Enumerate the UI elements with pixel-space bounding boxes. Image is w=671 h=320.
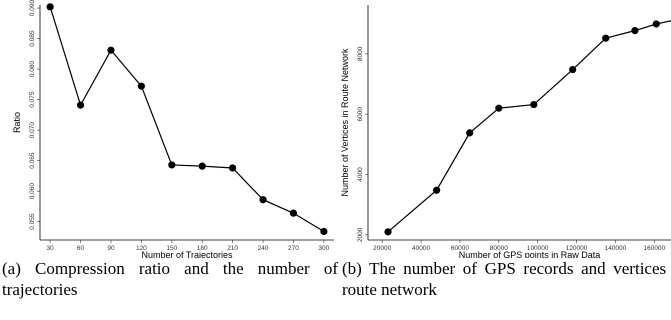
data-point <box>46 3 54 11</box>
x-tick-label: 240 <box>258 245 269 252</box>
y-tick-label: 0.055 <box>29 213 36 230</box>
data-point <box>631 27 639 35</box>
series-line <box>49 6 325 232</box>
x-tick-label: 90 <box>107 245 115 252</box>
x-axis-title: Number of Trajectories <box>141 250 233 258</box>
x-tick-label: 30 <box>47 245 55 252</box>
x-tick-label: 300 <box>318 245 329 252</box>
y-tick-label: 0.060 <box>29 183 36 200</box>
data-point <box>495 104 503 112</box>
data-point <box>289 209 298 217</box>
y-tick-label: 8000 <box>357 46 364 61</box>
data-point <box>433 186 441 194</box>
y-tick-label: 0.070 <box>29 122 36 139</box>
y-tick-label: 6000 <box>357 107 364 122</box>
x-tick-label: 270 <box>288 245 299 252</box>
x-tick-label: 150 <box>166 245 177 252</box>
x-tick-label: 60 <box>77 245 85 252</box>
x-tick-label: 20000 <box>373 245 391 252</box>
data-point <box>320 227 328 236</box>
data-point <box>229 164 237 172</box>
y-tick-label: 2000 <box>357 227 364 242</box>
x-tick-label: 120000 <box>566 245 588 252</box>
y-tick-label: 0.075 <box>29 91 36 108</box>
data-point <box>168 161 176 169</box>
series-line <box>387 20 671 233</box>
x-tick-label: 180 <box>197 245 208 252</box>
data-point <box>652 20 660 28</box>
y-tick-label: 0.065 <box>29 152 36 169</box>
data-point <box>530 100 538 109</box>
caption: (a) Compression ratio and the number of … <box>2 259 338 299</box>
chart-panel: 0.055 0.060 0.065 0.070 0.075 0.080 0.085 0.090… <box>12 0 334 260</box>
data-point <box>466 129 474 137</box>
data-point <box>198 162 206 170</box>
data-point <box>384 228 392 236</box>
x-tick-label: 80000 <box>490 245 508 252</box>
y-tick-label: 0.085 <box>29 30 36 47</box>
x-tick-label: 60000 <box>451 245 469 252</box>
data-point <box>602 34 610 42</box>
x-axis-title: Number of GPS points in Raw Data <box>459 250 601 258</box>
y-axis-title: Ratio <box>12 112 22 133</box>
y-axis-title: Number of Vertices in Route Network <box>340 48 350 197</box>
data-point <box>76 101 85 109</box>
y-tick-label: 0.080 <box>29 61 36 78</box>
data-point <box>137 82 145 90</box>
x-tick-label: 160000 <box>643 245 665 252</box>
x-tick-label: 120 <box>136 245 147 252</box>
caption: (b) The number of GPS records and vertic… <box>342 259 671 299</box>
y-tick-label: 0.090 <box>29 0 36 16</box>
x-tick-label: 100000 <box>527 245 549 252</box>
x-tick-label: 140000 <box>605 245 627 252</box>
x-tick-label: 210 <box>227 245 238 252</box>
data-point <box>107 46 115 54</box>
chart-panel: 2000 4000 6000 8000 20000 40000 60000 80000 1000… <box>340 5 671 260</box>
x-tick-label: 40000 <box>412 245 430 252</box>
data-point <box>259 196 267 204</box>
data-point <box>569 65 577 74</box>
y-tick-label: 4000 <box>357 167 364 182</box>
charts: 0.055 0.060 0.065 0.070 0.075 0.080 0.085 0.090… <box>12 0 671 260</box>
